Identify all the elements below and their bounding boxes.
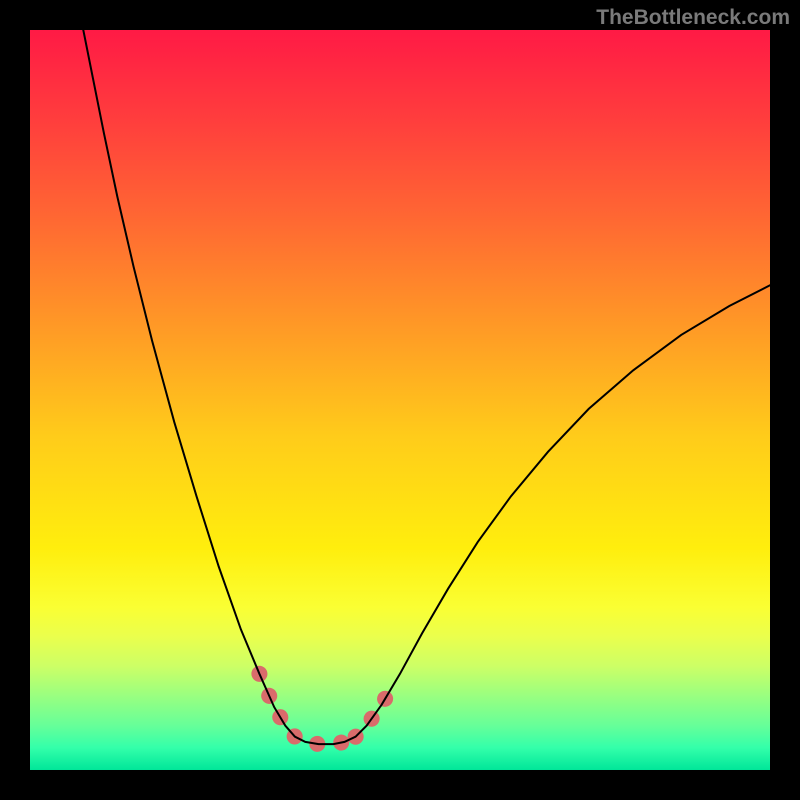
bottleneck-curve: [83, 30, 770, 744]
bottleneck-curve-svg: [30, 30, 770, 770]
plot-area: [30, 30, 770, 770]
watermark-text: TheBottleneck.com: [596, 6, 790, 30]
highlight-markers: [259, 674, 394, 744]
marker-segment: [356, 683, 395, 736]
marker-segment: [259, 674, 344, 744]
